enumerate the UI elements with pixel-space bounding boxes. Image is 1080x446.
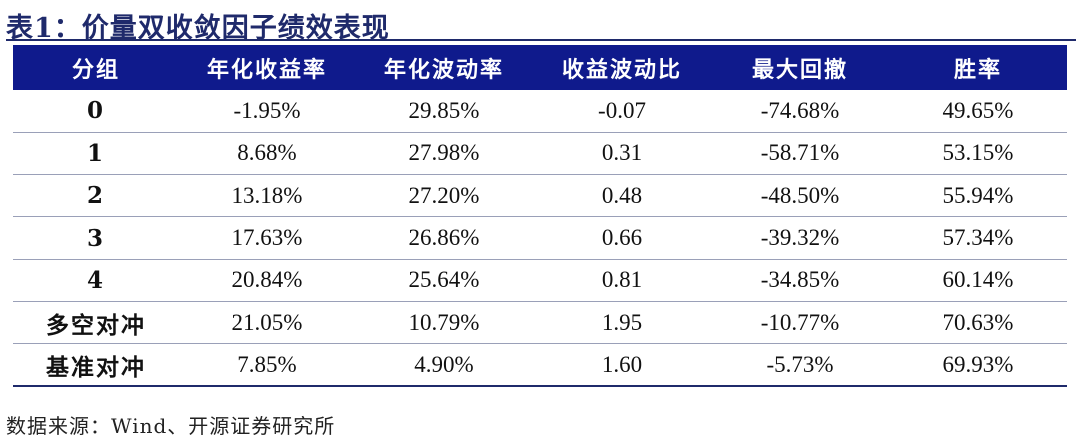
- group-cell: 4: [86, 266, 105, 294]
- table-row: 3 17.63% 26.86% 0.66 -39.32% 57.34%: [13, 217, 1067, 260]
- group-cell: 1: [86, 139, 105, 167]
- table-row: 基准对冲 7.85% 4.90% 1.60 -5.73% 69.93%: [13, 344, 1067, 387]
- title-divider: [6, 39, 1076, 41]
- header-return-volatility-ratio: 收益波动比: [561, 57, 682, 83]
- annual-return-cell: 13.18%: [231, 182, 303, 208]
- max-drawdown-cell: -48.50%: [760, 182, 840, 208]
- header-annual-return: 年化收益率: [206, 57, 327, 83]
- max-drawdown-cell: -74.68%: [760, 97, 840, 123]
- group-cell: 0: [86, 97, 105, 125]
- annual-return-cell: -1.95%: [233, 97, 301, 123]
- header-max-drawdown: 最大回撤: [751, 57, 848, 83]
- group-cell: 基准对冲: [46, 353, 146, 381]
- return-volatility-ratio-cell: 1.95: [601, 309, 643, 335]
- annual-volatility-cell: 27.98%: [408, 140, 480, 166]
- annual-return-cell: 7.85%: [237, 351, 297, 377]
- return-volatility-ratio-cell: 0.48: [601, 182, 643, 208]
- group-cell: 2: [86, 182, 105, 210]
- annual-return-cell: 20.84%: [231, 267, 303, 293]
- win-rate-cell: 57.34%: [942, 225, 1014, 251]
- header-win-rate: 胜率: [953, 57, 1002, 83]
- header-group: 分组: [71, 57, 120, 83]
- table-row: 1 8.68% 27.98% 0.31 -58.71% 53.15%: [13, 132, 1067, 175]
- table-title: 表1：价量双收敛因子绩效表现: [6, 13, 390, 44]
- return-volatility-ratio-cell: 0.31: [601, 140, 643, 166]
- annual-volatility-cell: 25.64%: [408, 267, 480, 293]
- table-row: 多空对冲 21.05% 10.79% 1.95 -10.77% 70.63%: [13, 301, 1067, 344]
- win-rate-cell: 70.63%: [942, 309, 1014, 335]
- return-volatility-ratio-cell: -0.07: [598, 97, 646, 123]
- header-annual-volatility: 年化波动率: [383, 57, 504, 83]
- annual-return-cell: 17.63%: [231, 225, 303, 251]
- annual-volatility-cell: 4.90%: [414, 351, 474, 377]
- annual-return-cell: 8.68%: [237, 140, 297, 166]
- max-drawdown-cell: -39.32%: [760, 225, 840, 251]
- group-cell: 3: [86, 224, 105, 252]
- annual-volatility-cell: 29.85%: [408, 97, 480, 123]
- win-rate-cell: 69.93%: [942, 351, 1014, 377]
- win-rate-cell: 60.14%: [942, 267, 1014, 293]
- annual-return-cell: 21.05%: [231, 309, 303, 335]
- return-volatility-ratio-cell: 0.66: [601, 225, 643, 251]
- return-volatility-ratio-cell: 0.81: [601, 267, 643, 293]
- max-drawdown-cell: -58.71%: [760, 140, 840, 166]
- source-note: 数据来源：Wind、开源证券研究所: [6, 414, 336, 438]
- return-volatility-ratio-cell: 1.60: [601, 351, 643, 377]
- group-cell: 多空对冲: [46, 311, 146, 339]
- annual-volatility-cell: 27.20%: [408, 182, 480, 208]
- max-drawdown-cell: -34.85%: [760, 267, 840, 293]
- win-rate-cell: 53.15%: [942, 140, 1014, 166]
- performance-table: 分组 年化收益率 年化波动率 收益波动比 最大回撤 胜率 0 -1.95% 29…: [13, 45, 1067, 387]
- annual-volatility-cell: 26.86%: [408, 225, 480, 251]
- max-drawdown-cell: -5.73%: [766, 351, 834, 377]
- table-header-row: 分组 年化收益率 年化波动率 收益波动比 最大回撤 胜率: [13, 45, 1067, 90]
- annual-volatility-cell: 10.79%: [408, 309, 480, 335]
- win-rate-cell: 55.94%: [942, 182, 1014, 208]
- max-drawdown-cell: -10.77%: [760, 309, 840, 335]
- table-row: 0 -1.95% 29.85% -0.07 -74.68% 49.65%: [13, 90, 1067, 133]
- table-row: 4 20.84% 25.64% 0.81 -34.85% 60.14%: [13, 259, 1067, 302]
- table-row: 2 13.18% 27.20% 0.48 -48.50% 55.94%: [13, 175, 1067, 217]
- win-rate-cell: 49.65%: [942, 97, 1014, 123]
